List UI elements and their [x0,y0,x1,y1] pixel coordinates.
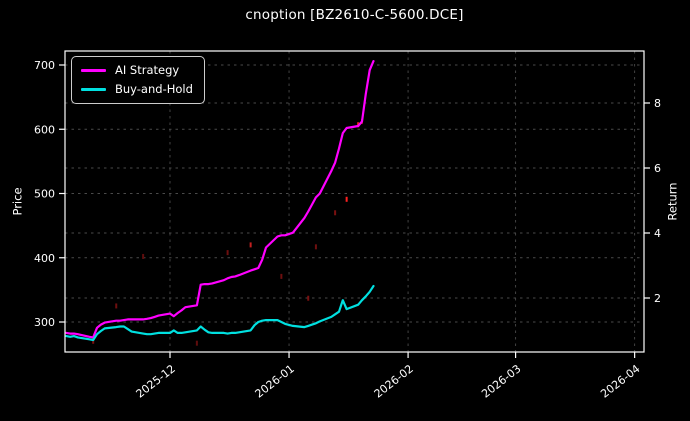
signal-marker [307,295,310,301]
axes-spine [64,50,645,353]
left-tick-label: 500 [34,188,55,201]
signal-marker [314,244,317,250]
right-tick-label: 6 [654,162,661,175]
legend: AI Strategy Buy-and-Hold [71,56,205,104]
signal-marker [280,273,283,279]
line-ai-strategy [65,59,375,339]
signal-marker [115,303,118,309]
left-tick-label: 600 [34,123,55,136]
ai-strategy-line-swatch [81,68,106,72]
left-tick-label: 300 [34,316,55,329]
x-tick-label: 2026-02 [372,362,416,401]
signal-marker [249,242,252,248]
x-tick-label: 2026-04 [598,362,642,401]
left-tick-label: 700 [34,59,55,72]
signal-marker [195,340,198,346]
legend-label-ai-strategy: AI Strategy [115,63,180,77]
signal-marker [345,196,348,202]
signal-marker [142,253,145,259]
x-tick-label: 2026-01 [253,362,297,401]
signal-marker [334,210,337,216]
chart-title: cnoption [BZ2610-C-5600.DCE] [245,7,464,23]
right-tick-label: 2 [654,292,661,305]
legend-label-buy-and-hold: Buy-and-Hold [115,82,193,96]
buy-and-hold-line-swatch [81,87,106,91]
x-tick-label: 2025-12 [134,362,178,401]
signal-marker [92,338,95,344]
legend-item-buy-and-hold: Buy-and-Hold [81,82,193,96]
right-tick-label: 4 [654,227,661,240]
right-tick-label: 8 [654,97,661,110]
line-buy-and-hold [65,284,375,342]
x-tick-label: 2026-03 [479,362,523,401]
left-tick-label: 400 [34,252,55,265]
legend-item-ai-strategy: AI Strategy [81,63,193,77]
signal-marker [226,250,229,256]
